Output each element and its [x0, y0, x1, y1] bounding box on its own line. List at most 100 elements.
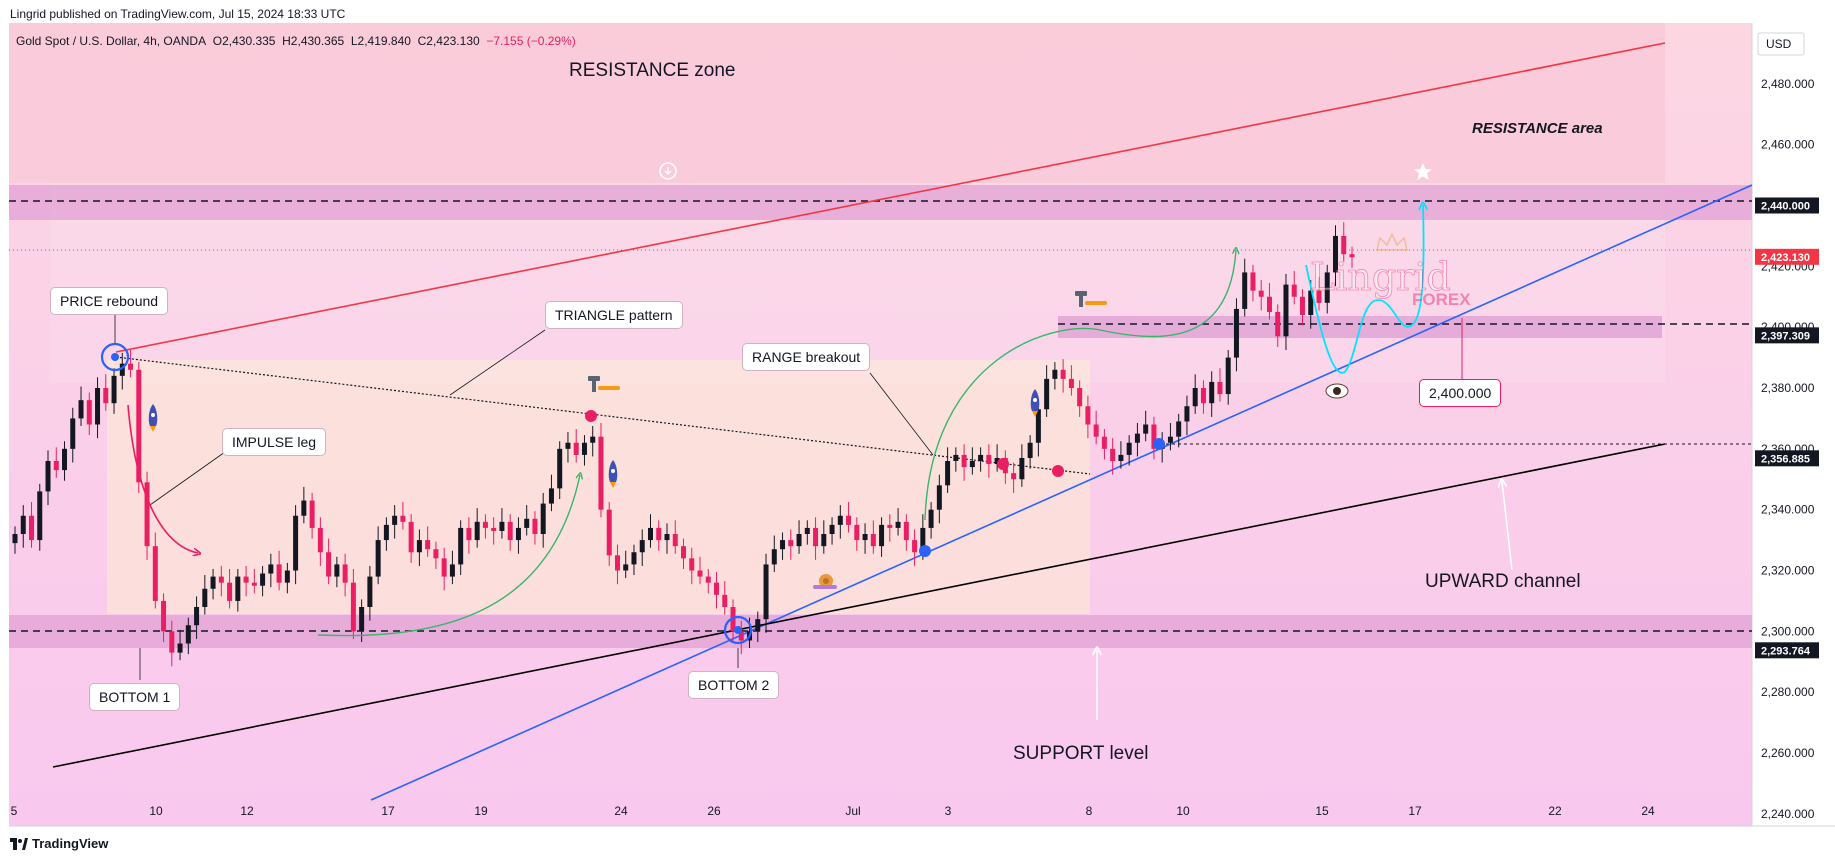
candle-body — [185, 625, 191, 644]
candle-body — [730, 607, 736, 632]
candle-body — [152, 546, 158, 601]
candle-body — [301, 500, 307, 516]
candle-body — [879, 524, 885, 547]
candle-body — [367, 576, 373, 607]
candle-body — [796, 534, 802, 547]
candle-body — [458, 527, 464, 565]
x-tick-label: 24 — [614, 804, 628, 818]
candle-body — [350, 582, 356, 632]
x-tick-label: 26 — [707, 804, 721, 818]
upward-channel-label: UPWARD channel — [1425, 571, 1581, 592]
candle-body — [697, 570, 703, 577]
candle-body — [70, 418, 76, 449]
candle-body — [1275, 311, 1281, 337]
candle-body — [854, 524, 860, 541]
x-tick-label: 5 — [11, 804, 18, 818]
candle-body — [804, 527, 810, 534]
candle-body — [647, 527, 653, 541]
candle-body — [846, 515, 852, 525]
candle-body — [548, 488, 554, 504]
candle-body — [334, 564, 340, 577]
candle-body — [1011, 473, 1017, 480]
candle-body — [614, 555, 620, 571]
candle-body — [20, 515, 26, 534]
candle-body — [37, 491, 43, 541]
x-tick-label: 12 — [240, 804, 254, 818]
x-tick-label: 17 — [1408, 804, 1422, 818]
candle-body — [433, 549, 439, 559]
ohlc-low: L2,419.840 — [350, 34, 411, 48]
time-axis[interactable]: 5 10 12 17 19 24 26 Jul 3 8 10 15 17 22 24 — [11, 804, 1655, 818]
x-tick-label: 10 — [149, 804, 163, 818]
y-tick-label: 2,260.000 — [1761, 746, 1815, 760]
candle-body — [276, 564, 282, 583]
candle-body — [383, 524, 389, 541]
candle-body — [210, 576, 216, 589]
eye-icon — [1325, 383, 1349, 399]
candle-body — [780, 540, 786, 550]
snail-icon — [813, 574, 837, 589]
x-tick-label: 24 — [1641, 804, 1655, 818]
candle-body — [1308, 290, 1314, 315]
y-tick-label: 2,300.000 — [1761, 624, 1815, 638]
y-tick-label: 2,380.000 — [1761, 381, 1815, 395]
candle-body — [268, 564, 274, 574]
candle-body — [482, 521, 488, 528]
price-tag-box — [1755, 642, 1819, 659]
candle-body — [474, 521, 480, 541]
candle-body — [342, 564, 348, 583]
y-tick-label: 2,240.000 — [1761, 807, 1815, 821]
currency-label: USD — [1766, 37, 1792, 51]
candle-body — [1200, 388, 1206, 404]
currency-label-box — [1757, 32, 1805, 56]
candle-body — [466, 527, 472, 541]
x-tick-label: 15 — [1315, 804, 1329, 818]
candle-body — [532, 518, 538, 534]
candle-body — [499, 521, 505, 531]
candle-body — [1077, 388, 1083, 407]
rebound-marker — [100, 342, 130, 372]
resistance-zone-label: RESISTANCE zone — [569, 60, 736, 81]
candle-body — [227, 582, 233, 601]
candle-body — [821, 534, 827, 547]
candle-body — [524, 518, 530, 528]
candle-body — [1258, 290, 1264, 297]
candle-body — [293, 515, 299, 571]
bottom1-callout: BOTTOM 1 — [89, 683, 181, 711]
candle-body — [1110, 448, 1116, 461]
candle-body — [1035, 409, 1041, 443]
candle-body — [1052, 369, 1058, 379]
impulse-leg-callout: IMPULSE leg — [222, 428, 327, 456]
candle-body — [1027, 442, 1033, 458]
tradingview-footer[interactable]: TradingView — [10, 836, 108, 851]
candle-body — [1060, 369, 1066, 379]
candle-body — [1316, 290, 1322, 303]
candle-body — [1225, 357, 1231, 395]
y-tick-label: 2,340.000 — [1761, 503, 1815, 517]
candle-body — [1118, 454, 1124, 461]
symbol-legend[interactable]: Gold Spot / U.S. Dollar, 4h, OANDA O2,43… — [16, 34, 576, 48]
y-tick-label: 2,480.000 — [1761, 77, 1815, 91]
candle-body — [359, 607, 365, 632]
tradingview-logo-icon — [10, 837, 28, 850]
candle-body — [95, 388, 101, 425]
candle-body — [177, 643, 183, 653]
symbol-name: Gold Spot / U.S. Dollar, 4h, OANDA — [16, 34, 207, 48]
candle-body — [111, 375, 117, 404]
candle-body — [565, 442, 571, 449]
triangle-touch-3 — [1052, 465, 1064, 477]
candle-body — [128, 363, 134, 370]
resistance-zone — [9, 185, 1752, 220]
triangle-pattern-callout: TRIANGLE pattern — [545, 301, 683, 329]
candle-body — [260, 573, 266, 586]
bottom2-callout: BOTTOM 2 — [688, 671, 780, 699]
candle-body — [1044, 378, 1050, 410]
candle-body — [62, 448, 68, 471]
candle-body — [392, 515, 398, 525]
candle-body — [194, 607, 200, 626]
rocket-icon — [1030, 389, 1040, 417]
price-tag-box — [1755, 327, 1819, 344]
candle-body — [78, 400, 84, 419]
rebound-marker-dot — [111, 353, 119, 361]
